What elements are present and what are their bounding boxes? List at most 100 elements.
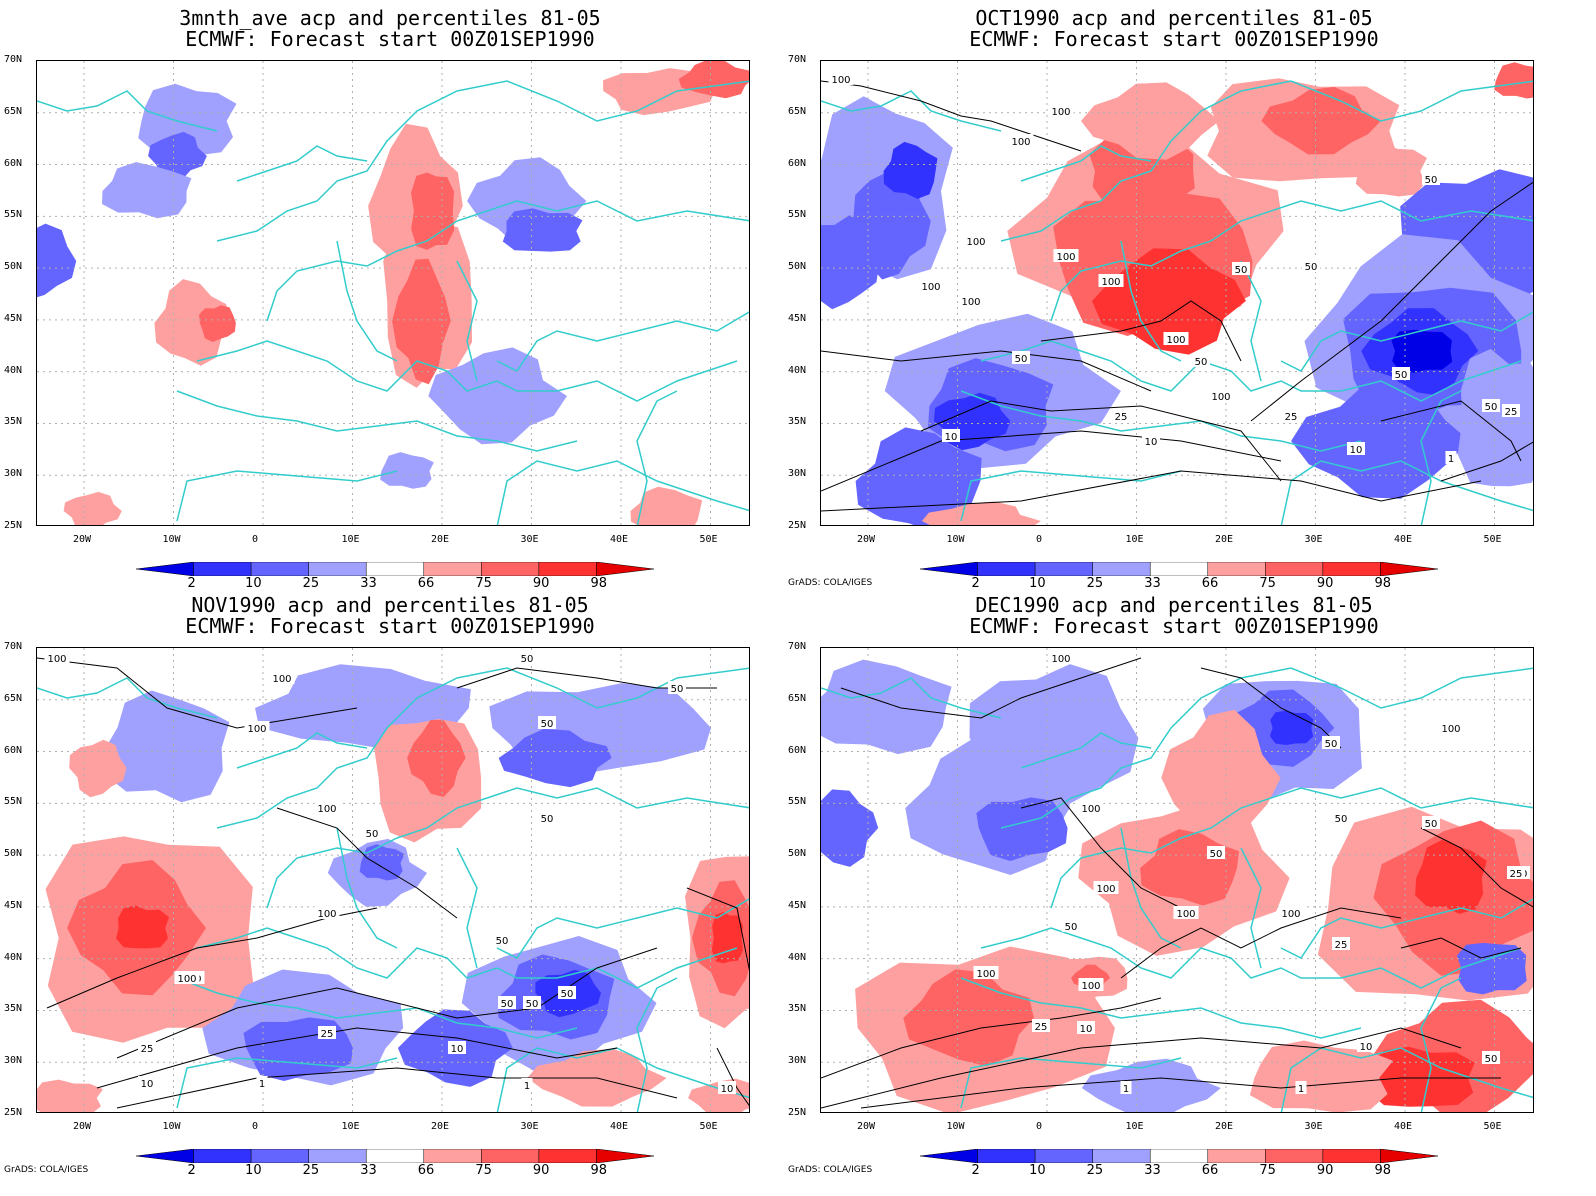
contour-label: 1 — [1295, 1081, 1307, 1095]
colorbar-segment — [1149, 1149, 1209, 1163]
longitude-label: 30E — [1304, 1121, 1323, 1132]
map-svg — [37, 61, 749, 525]
dry-anomaly-region — [1456, 942, 1527, 995]
contour-label: 25 — [1502, 404, 1520, 418]
colorbar-tick-label: 10 — [245, 576, 262, 591]
svg-text:25: 25 — [1035, 1022, 1048, 1033]
colorbar-segment — [1322, 1149, 1381, 1163]
map-area — [36, 60, 750, 526]
longitude-label: 50E — [699, 1121, 718, 1132]
svg-text:1: 1 — [1123, 1084, 1129, 1095]
longitude-label: 30E — [1304, 534, 1323, 545]
coastline — [266, 787, 749, 909]
coastline — [636, 977, 678, 1112]
colorbar-tick-label: 75 — [475, 576, 492, 591]
svg-text:100: 100 — [921, 282, 940, 293]
latitude-label: 35N — [788, 416, 807, 428]
colorbar-tick-label: 66 — [1201, 1163, 1219, 1178]
dry-anomaly-region — [380, 452, 434, 489]
svg-text:10: 10 — [945, 432, 958, 443]
colorbar-segment — [1265, 562, 1324, 576]
panel-subtitle: ECMWF: Forecast start 00Z01SEP1990 — [185, 614, 595, 638]
contour-label: 50 — [1332, 811, 1350, 825]
colorbar-segment — [977, 1149, 1036, 1163]
colorbar-tick-label: 66 — [417, 1163, 435, 1178]
contour-line — [821, 1027, 1462, 1109]
contour-line — [1020, 797, 1182, 909]
longitude-label: 40E — [610, 534, 629, 545]
colorbar-segment — [193, 562, 252, 576]
svg-text:50: 50 — [1425, 819, 1438, 830]
colorbar-segment — [423, 1149, 482, 1163]
dry-anomaly-region — [359, 844, 405, 881]
colorbar-svg — [136, 562, 654, 576]
contour-label: 10 — [942, 429, 960, 443]
wet-anomaly-region — [116, 905, 169, 949]
dry-anomaly-region — [1391, 329, 1453, 373]
wet-anomaly-region — [411, 172, 455, 250]
contour-label: 50 — [1322, 736, 1340, 750]
svg-text:100: 100 — [317, 804, 336, 815]
contour-line — [821, 80, 1082, 152]
contour-label: 25 — [1507, 866, 1525, 880]
latitude-label: 50N — [4, 848, 23, 860]
coastline — [236, 145, 368, 182]
longitude-label: 20E — [431, 1121, 450, 1132]
colorbar-segment — [1092, 562, 1151, 576]
svg-text:50: 50 — [1335, 814, 1348, 825]
colorbar-tick-label: 75 — [1259, 1163, 1276, 1178]
coastline — [496, 898, 749, 959]
contour-label: 10 — [448, 1041, 466, 1055]
coastline — [1050, 787, 1533, 909]
map-svg: 1001001001001001001001005050505050505025… — [821, 648, 1533, 1112]
coastline — [1240, 847, 1262, 969]
wet-anomaly-region — [1092, 248, 1246, 355]
dry-anomaly-region — [104, 690, 230, 803]
dry-anomaly-region — [498, 728, 612, 788]
colorbar-tick-label: 75 — [1259, 576, 1276, 591]
wet-anomaly-region — [1415, 839, 1487, 914]
svg-text:100: 100 — [1441, 724, 1460, 735]
colorbar-segment — [193, 1149, 252, 1163]
svg-text:100: 100 — [1081, 804, 1100, 815]
latitude-label: 70N — [788, 641, 807, 652]
colorbar-tick-label: 98 — [1374, 1163, 1391, 1178]
contour-line — [37, 657, 358, 729]
credit-label: GrADS: COLA/IGES — [4, 1165, 89, 1175]
contour-line — [116, 947, 658, 1059]
longitude-label: 20E — [431, 534, 450, 545]
colorbar-segment — [365, 1149, 425, 1163]
contour-label: 25 — [1032, 1019, 1050, 1033]
map-area: 100 100 100 100 100 100 50 50 50 50 50 50 50 50 50 25 25… — [36, 647, 750, 1113]
contour-label: 100 — [828, 72, 854, 86]
panel-title: OCT1990 acp and percentiles 81-05 — [975, 6, 1373, 30]
colorbar-segment — [1207, 562, 1266, 576]
wet-anomaly-region — [711, 911, 743, 964]
contour-label: 100 — [973, 966, 999, 980]
latitude-label: 45N — [788, 312, 807, 324]
longitude-label: 20W — [857, 1121, 876, 1132]
coastline — [960, 1057, 1182, 1109]
map-panel-nov1990: NOV1990 acp and percentiles 81-05 ECMWF:… — [0, 587, 780, 1178]
contour-label: 50 — [538, 811, 556, 825]
coastline — [236, 732, 368, 769]
latitude-label: 45N — [4, 312, 23, 324]
longitude-label: 50E — [1483, 1121, 1502, 1132]
svg-text:25: 25 — [321, 1029, 334, 1040]
contour-label: 50 — [1192, 354, 1210, 368]
dry-anomaly-region — [821, 659, 952, 755]
dry-anomaly-region — [502, 208, 583, 252]
svg-text:25: 25 — [1285, 412, 1298, 423]
svg-text:100: 100 — [1011, 137, 1030, 148]
colorbar-tick-label: 98 — [590, 576, 607, 591]
contour-label: 100 — [958, 294, 984, 308]
coastline — [1020, 732, 1152, 769]
wet-anomaly-region — [1355, 143, 1427, 197]
contour-label: 50 — [1392, 367, 1410, 381]
colorbar-tick-label: 2 — [187, 576, 196, 591]
svg-text:100: 100 — [1096, 884, 1115, 895]
contour-label: 100 — [1008, 134, 1034, 148]
wet-anomaly-region — [392, 258, 451, 385]
svg-text:50: 50 — [1395, 370, 1408, 381]
latitude-label: 60N — [4, 744, 23, 756]
